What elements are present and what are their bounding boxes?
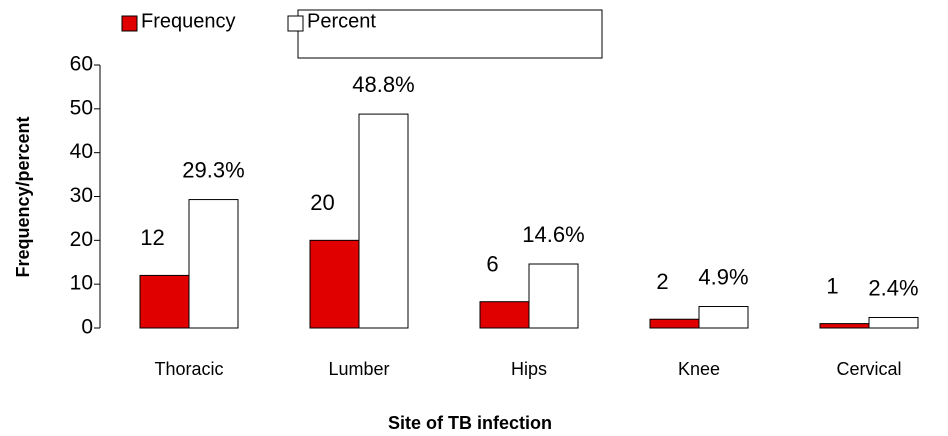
y-tick-label: 30 [70, 184, 93, 207]
y-axis-title: Frequency/percent [13, 116, 33, 277]
value-label: 29.3% [182, 157, 244, 182]
value-label: 14.6% [522, 222, 584, 247]
bar [358, 113, 409, 329]
value-label: 1 [826, 273, 838, 298]
legend-swatch [121, 15, 138, 32]
y-tick-label: 10 [70, 272, 93, 295]
y-tick-label: 40 [70, 140, 93, 163]
bar [528, 263, 579, 329]
bar [698, 306, 749, 329]
bar [868, 316, 919, 329]
legend-label: Frequency [141, 10, 236, 32]
value-label: 2.4% [868, 275, 918, 300]
y-tick-label: 20 [70, 228, 93, 251]
bar [309, 239, 360, 329]
x-axis-title: Site of TB infection [388, 413, 552, 433]
y-tick-label: 50 [70, 96, 93, 119]
y-tick-label: 0 [81, 316, 93, 339]
bar [188, 199, 239, 329]
x-tick-label: Hips [511, 359, 547, 379]
y-tick-label: 60 [70, 53, 93, 76]
bar [819, 323, 870, 329]
value-label: 4.9% [698, 264, 748, 289]
value-label: 6 [486, 252, 498, 277]
legend-box [297, 9, 603, 59]
value-label: 2 [656, 269, 668, 294]
bar [649, 318, 700, 329]
x-tick-label: Knee [678, 359, 720, 379]
value-label: 20 [310, 190, 334, 215]
value-label: 48.8% [352, 72, 414, 97]
value-label: 12 [140, 225, 164, 250]
x-tick-label: Cervical [836, 359, 901, 379]
legend-swatch [287, 15, 304, 32]
legend-label: Percent [307, 10, 376, 32]
bar [479, 301, 530, 329]
x-tick-label: Thoracic [154, 359, 223, 379]
x-tick-label: Lumber [328, 359, 389, 379]
bar [139, 274, 190, 329]
